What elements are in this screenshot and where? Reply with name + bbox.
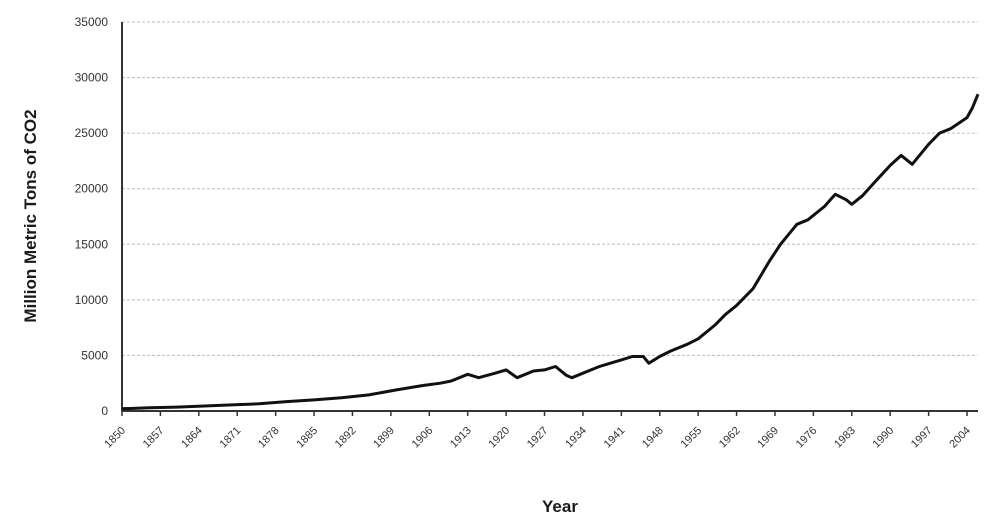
- x-axis-title: Year: [542, 497, 578, 516]
- x-tick-label: 1878: [256, 425, 282, 451]
- x-tick-label: 1934: [563, 425, 589, 451]
- y-tick-label: 0: [101, 404, 108, 418]
- x-tick-label: 1850: [102, 425, 128, 451]
- x-tick-label: 1990: [871, 425, 897, 451]
- x-tick-label: 1983: [832, 425, 858, 451]
- y-tick-label: 30000: [75, 71, 109, 85]
- co2-emissions-series-line: [121, 93, 980, 411]
- x-tick-label: 1955: [678, 425, 704, 451]
- gridlines: [122, 21, 978, 356]
- x-tick-label: 1871: [218, 425, 244, 451]
- x-tick-label: 2004: [947, 425, 973, 451]
- x-tick-label: 1899: [371, 425, 397, 451]
- x-tick-label: 1885: [294, 425, 320, 451]
- x-tick-label: 1913: [448, 425, 474, 451]
- x-tick-label: 1864: [179, 425, 205, 451]
- y-axis-title: Million Metric Tons of CO2: [21, 109, 40, 322]
- y-tick-label: 15000: [75, 237, 109, 251]
- x-tick-label: 1976: [794, 425, 820, 451]
- x-tick-label: 1997: [909, 425, 935, 451]
- x-axis-tick-labels: 1850 1857 1864 1871 1878 1885 1892 1899 1906 1913…: [102, 411, 973, 450]
- x-tick-label: 1906: [410, 425, 436, 451]
- y-tick-label: 10000: [75, 293, 109, 307]
- series-layer: [121, 93, 980, 411]
- y-tick-label: 20000: [75, 182, 109, 196]
- x-tick-label: 1948: [640, 425, 666, 451]
- x-tick-label: 1920: [486, 425, 512, 451]
- x-tick-label: 1927: [525, 425, 551, 451]
- x-tick-label: 1962: [717, 425, 743, 451]
- x-tick-label: 1892: [333, 425, 359, 451]
- y-tick-label: 35000: [75, 15, 109, 29]
- x-tick-label: 1941: [602, 425, 628, 451]
- y-tick-label: 25000: [75, 126, 109, 140]
- y-tick-label: 5000: [81, 348, 108, 362]
- y-axis-tick-labels: 0 5000 10000 15000 20000 25000 30000 35000: [75, 15, 109, 418]
- x-tick-label: 1969: [755, 425, 781, 451]
- x-tick-label: 1857: [141, 425, 167, 451]
